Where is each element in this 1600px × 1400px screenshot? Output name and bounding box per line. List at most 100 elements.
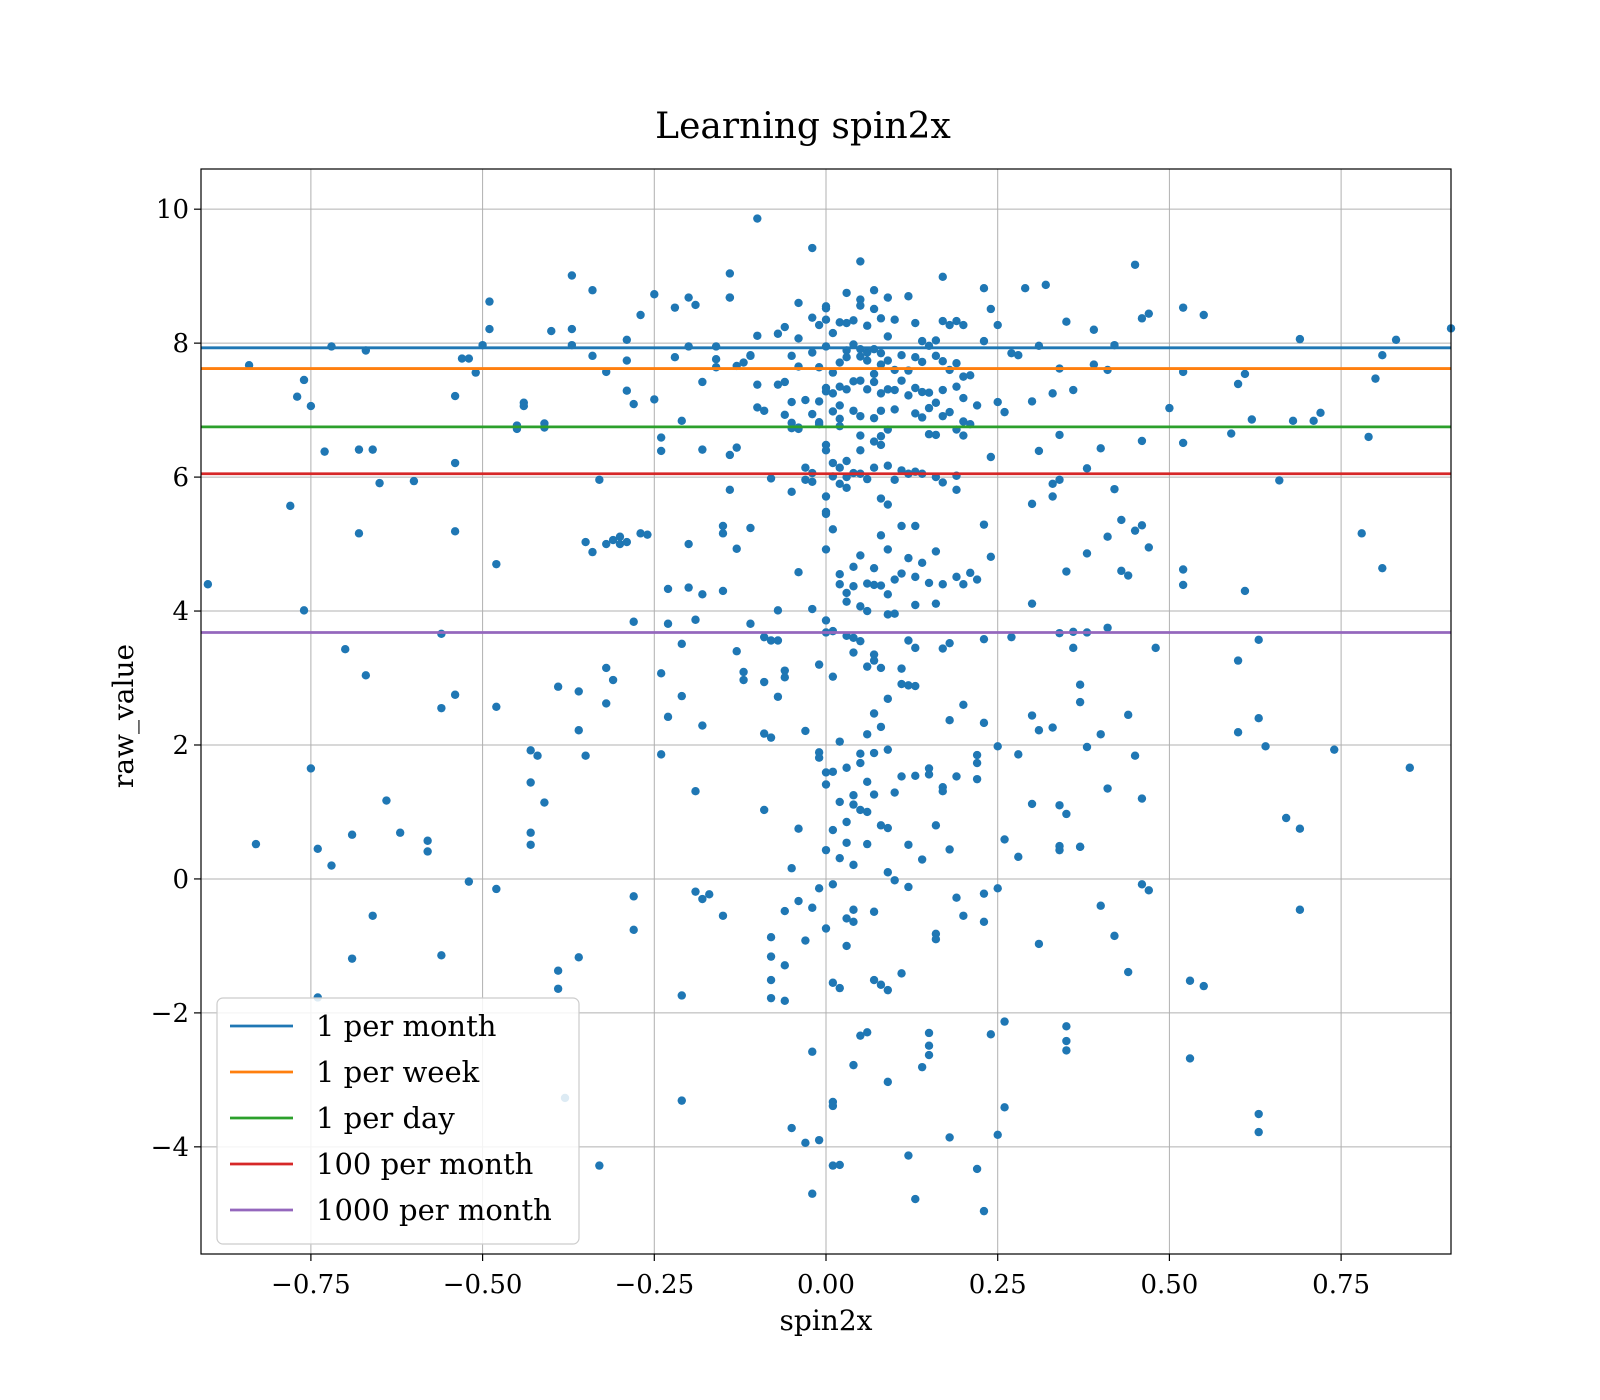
- scatter-point: [993, 320, 1002, 330]
- scatter-point: [924, 578, 934, 588]
- axis-ticks: −0.75 −0.50 −0.25 0.00 0.25 0.50 0.75 −4 −2 0 2 4 6 8…: [151, 195, 1370, 1300]
- scatter-point: [1117, 515, 1126, 525]
- scatter-point: [849, 633, 858, 643]
- scatter-point: [897, 569, 906, 578]
- scatter-point: [856, 749, 865, 758]
- legend-label: 1 per day: [316, 1101, 455, 1135]
- scatter-point: [972, 758, 982, 768]
- scatter-point: [492, 884, 501, 894]
- scatter-point: [890, 315, 899, 324]
- scatter-point: [759, 406, 769, 415]
- scatter-point: [979, 634, 989, 644]
- scatter-point: [1357, 529, 1366, 538]
- scatter-point: [1144, 543, 1154, 552]
- scatter-point: [897, 772, 906, 781]
- scatter-point: [931, 935, 941, 944]
- scatter-point: [876, 389, 886, 398]
- scatter-point: [938, 357, 947, 366]
- scatter-point: [986, 552, 996, 561]
- scatter-point: [856, 446, 865, 455]
- scatter-point: [691, 887, 700, 896]
- scatter-point: [863, 348, 872, 357]
- scatter-point: [718, 911, 728, 920]
- scatter-point: [794, 896, 803, 906]
- scatter-point: [766, 474, 776, 483]
- scatter-point: [1048, 723, 1057, 732]
- scatter-point: [1254, 713, 1263, 723]
- scatter-point: [842, 941, 851, 951]
- scatter-point: [993, 884, 1002, 893]
- scatter-point: [1103, 532, 1112, 541]
- scatter-point: [808, 348, 817, 357]
- scatter-point: [203, 580, 213, 589]
- scatter-point: [306, 764, 316, 773]
- scatter-point: [547, 326, 556, 336]
- scatter-point: [924, 1041, 934, 1050]
- scatter-point: [650, 290, 659, 299]
- scatter-point: [904, 553, 913, 563]
- scatter-point: [972, 575, 982, 584]
- scatter-point: [835, 580, 844, 589]
- scatter-point: [1062, 1022, 1071, 1031]
- scatter-point: [787, 1123, 796, 1133]
- scatter-point: [904, 882, 913, 892]
- scatter-point: [292, 392, 302, 401]
- scatter-point: [869, 790, 879, 799]
- scatter-point: [1000, 407, 1009, 417]
- scatter-point: [856, 758, 865, 768]
- scatter-point: [780, 996, 789, 1006]
- scatter-point: [1041, 280, 1050, 290]
- scatter-point: [924, 1050, 934, 1060]
- scatter-point: [801, 463, 810, 472]
- scatter-point: [959, 700, 968, 710]
- scatter-point: [979, 1206, 989, 1216]
- scatter-point: [636, 529, 645, 538]
- scatter-point: [464, 354, 474, 363]
- scatter-point: [354, 529, 364, 538]
- scatter-point: [952, 772, 961, 781]
- scatter-point: [856, 411, 865, 421]
- scatter-point: [821, 492, 831, 501]
- scatter-point: [746, 523, 755, 533]
- scatter-point: [1254, 635, 1263, 645]
- scatter-point: [849, 860, 858, 870]
- scatter-point: [869, 650, 879, 659]
- scatter-point: [835, 414, 844, 424]
- scatter-point: [1254, 1127, 1263, 1137]
- scatter-point: [911, 1194, 920, 1204]
- scatter-point: [856, 257, 865, 266]
- scatter-point: [526, 828, 535, 837]
- scatter-point: [808, 313, 817, 322]
- scatter-point: [1137, 880, 1147, 889]
- scatter-point: [835, 797, 844, 807]
- scatter-point: [753, 403, 762, 412]
- scatter-point: [924, 388, 934, 397]
- scatter-point: [567, 271, 577, 280]
- scatter-point: [856, 805, 865, 815]
- scatter-point: [437, 703, 446, 713]
- scatter-point: [746, 351, 755, 361]
- scatter-point: [718, 529, 728, 538]
- scatter-point: [567, 324, 577, 334]
- scatter-point: [842, 817, 851, 827]
- scatter-point: [1110, 931, 1119, 941]
- scatter-point: [1295, 824, 1305, 833]
- scatter-point: [876, 663, 886, 673]
- x-tick-label: −0.50: [443, 1270, 523, 1300]
- scatter-point: [705, 890, 714, 899]
- scatter-point: [883, 356, 893, 365]
- scatter-point: [849, 316, 858, 325]
- scatter-point: [485, 324, 494, 334]
- scatter-point: [856, 551, 865, 560]
- scatter-point: [849, 800, 858, 809]
- scatter-point: [1096, 444, 1105, 453]
- scatter-point: [856, 301, 865, 310]
- scatter-point: [938, 411, 947, 421]
- scatter-point: [883, 590, 893, 599]
- scatter-point: [698, 445, 707, 454]
- scatter-point: [1199, 310, 1208, 320]
- scatter-point: [945, 845, 954, 854]
- x-tick-label: 0.00: [797, 1270, 855, 1300]
- scatter-point: [698, 377, 707, 387]
